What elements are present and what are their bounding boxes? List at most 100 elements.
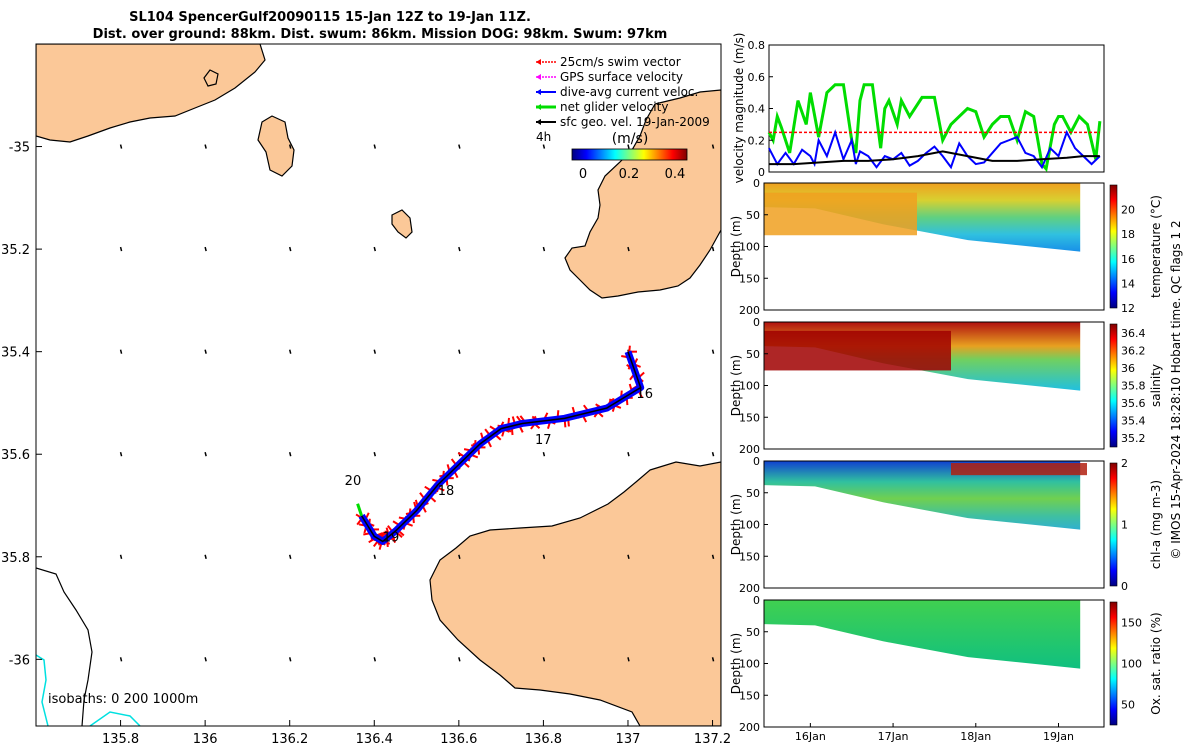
grid-arrow — [373, 246, 376, 252]
map-ytick-label: 35.2 — [1, 243, 30, 258]
grid-arrow — [204, 452, 207, 457]
section-ctick-label: 14 — [1121, 277, 1135, 290]
section-ytick-label: 200 — [739, 582, 760, 595]
section-clabel: Ox. sat. ratio (%) — [1149, 612, 1163, 714]
map-ytick-label: 35.8 — [1, 551, 30, 566]
velocity-line — [767, 83, 1102, 173]
section-ytick-label: 0 — [753, 455, 760, 468]
grid-arrow — [711, 144, 715, 149]
grid-arrow — [711, 349, 715, 354]
legend-gps-label: GPS surface velocity — [560, 70, 683, 84]
map-colorbar — [571, 148, 688, 161]
section-ctick-label: 150 — [1121, 617, 1142, 630]
section-highlight — [764, 192, 917, 236]
grid-arrow — [542, 246, 546, 252]
velocity-series — [767, 83, 1102, 173]
velocity-ytick-label: 0.6 — [748, 71, 766, 84]
section-ytick-label: 150 — [739, 411, 760, 424]
section-chla-section: 0 50 100 150 200 Depth (m) 0 1 2 chl-a (mg m-3) — [729, 455, 1163, 595]
land-northeast — [564, 89, 721, 299]
section-ytick-label: 150 — [739, 272, 760, 285]
map-xtick-label: 135.8 — [102, 732, 139, 747]
velocity-ytick-label: 0.4 — [748, 103, 766, 116]
grid-arrow — [288, 452, 292, 457]
section-clabel: chl-a (mg m-3) — [1149, 480, 1163, 569]
map-ytick-label: -35 — [9, 141, 30, 156]
grid-arrow — [542, 657, 546, 662]
grid-arrow — [627, 246, 630, 252]
velocity-y-ticks: 0 0.2 0.4 0.6 0.8 — [748, 39, 773, 179]
section-ytick-label: 50 — [746, 626, 760, 639]
map-xtick-label: 136.4 — [356, 732, 393, 747]
time-xtick-label: 17Jan — [878, 730, 909, 743]
grid-arrow — [458, 144, 461, 149]
isobaths-text: isobaths: 0 200 1000m — [48, 692, 198, 707]
map-y-ticks: -35 35.2 35.4 35.6 35.8 -36 — [1, 141, 42, 668]
land-island-3 — [391, 209, 413, 239]
section-data — [764, 461, 1081, 530]
section-ytick-label: 150 — [739, 689, 760, 702]
section-highlight — [764, 330, 951, 371]
map-legend: 25cm/s swim vector GPS surface velocity … — [536, 55, 710, 182]
grid-arrow — [288, 246, 292, 252]
section-ytick-label: 100 — [739, 519, 760, 532]
section-ytick-label: 0 — [753, 177, 760, 190]
grid-arrow — [627, 452, 630, 457]
section-clabel: salinity — [1149, 364, 1163, 407]
grid-arrow — [373, 144, 376, 149]
grid-arrow — [627, 554, 630, 559]
velocity-ytick-label: 0.2 — [748, 134, 766, 147]
map-colorbar-ticks: 0 0.2 0.4 — [579, 167, 685, 182]
grid-arrow — [119, 554, 123, 559]
section-data — [764, 600, 1081, 669]
section-clabel: temperature (°C) — [1149, 195, 1163, 298]
legend-item-geo: sfc geo. vel. 19-Jan-2009 — [536, 115, 710, 129]
section-ctick-label: 20 — [1121, 204, 1135, 217]
section-salinity-section: 0 50 100 150 200 Depth (m) 35.2 35.4 35.6 35.8 36 3… — [729, 316, 1163, 456]
grid-arrow — [542, 144, 546, 149]
grid-arrow — [458, 246, 461, 252]
section-ctick-label: 36.4 — [1121, 327, 1146, 340]
section-ytick-label: 200 — [739, 443, 760, 456]
legend-geo-label: sfc geo. vel. 19-Jan-2009 — [560, 115, 710, 129]
net-vector-end — [356, 503, 364, 517]
section-ctick-label: 18 — [1121, 228, 1135, 241]
map-ytick-label: -36 — [9, 653, 30, 668]
legend-swim-label: 25cm/s swim vector — [560, 55, 681, 69]
grid-arrow — [288, 657, 292, 662]
grid-arrow — [288, 554, 292, 559]
grid-arrow — [711, 657, 715, 662]
section-ctick-label: 50 — [1121, 699, 1135, 712]
title-line1: SL104 SpencerGulf20090115 15-Jan 12Z to … — [129, 10, 531, 25]
section-highlight — [951, 463, 1087, 476]
map-ytick-label: 35.6 — [1, 448, 30, 463]
day-label: 16 — [636, 387, 653, 402]
map-xtick-label: 136.6 — [440, 732, 477, 747]
section-ctick-label: 1 — [1121, 519, 1128, 532]
time-x-ticks: 16Jan 17Jan 18Jan 19Jan — [795, 723, 1074, 743]
track-line — [360, 351, 642, 543]
map-xtick-label: 136.8 — [525, 732, 562, 747]
section-ctick-label: 16 — [1121, 253, 1135, 266]
legend-item-current: dive-avg current veloc. — [536, 85, 698, 99]
legend-item-gps: GPS surface velocity — [536, 70, 683, 84]
section-ytick-label: 200 — [739, 304, 760, 317]
velocity-ytick-label: 0.8 — [748, 39, 766, 52]
colorbar-tick-label: 0 — [579, 167, 587, 182]
land-layer — [36, 44, 721, 726]
velocity-line — [769, 150, 1100, 166]
section-colorbar — [1109, 462, 1118, 587]
section-colorbar — [1109, 184, 1118, 309]
velocity-line — [768, 129, 1101, 170]
day-label: 18 — [438, 484, 455, 499]
velocity-grid-arrows — [119, 144, 715, 662]
section-ctick-label: 35.6 — [1121, 397, 1146, 410]
section-ctick-label: 2 — [1121, 457, 1128, 470]
legend-net-label: net glider velocity — [560, 100, 668, 114]
section-ytick-label: 200 — [739, 721, 760, 734]
section-ylabel: Depth (m) — [729, 216, 743, 277]
grid-arrow — [373, 554, 376, 559]
